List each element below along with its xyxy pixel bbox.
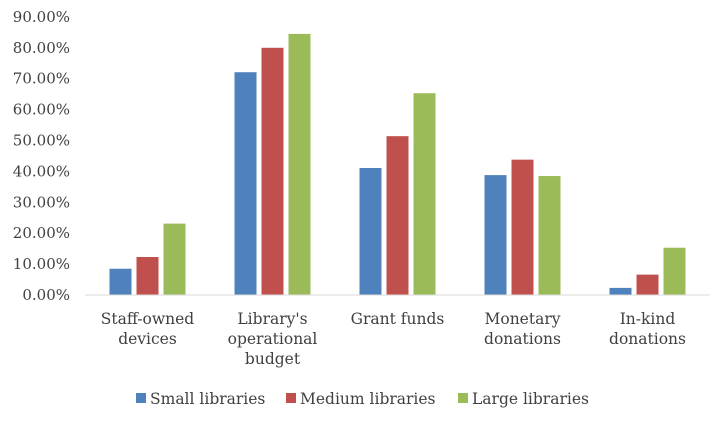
bars xyxy=(109,33,686,296)
bar-medium-libraries xyxy=(261,47,284,295)
bar-small-libraries xyxy=(484,175,507,295)
y-tick-label: 80.00% xyxy=(13,39,70,57)
bar-large-libraries xyxy=(538,176,561,295)
y-tick-label: 30.00% xyxy=(13,193,70,211)
bar-small-libraries xyxy=(609,287,632,295)
legend-swatch xyxy=(136,393,146,403)
y-tick-label: 50.00% xyxy=(13,132,70,150)
bar-small-libraries xyxy=(234,72,257,295)
bar-medium-libraries xyxy=(136,256,159,295)
bar-large-libraries xyxy=(288,33,311,296)
bar-small-libraries xyxy=(359,168,382,295)
legend-swatch xyxy=(286,393,296,403)
x-category-label: donations xyxy=(484,330,561,348)
bar-large-libraries xyxy=(163,223,186,295)
y-tick-label: 20.00% xyxy=(13,224,70,242)
x-category-label: Monetary xyxy=(485,310,561,328)
y-tick-label: 10.00% xyxy=(13,255,70,273)
y-tick-label: 90.00% xyxy=(13,8,70,26)
legend-swatch xyxy=(458,393,468,403)
bar-large-libraries xyxy=(663,247,686,295)
x-category-label: Staff-owned xyxy=(101,310,195,328)
x-category-label: Grant funds xyxy=(351,310,445,328)
bar-small-libraries xyxy=(109,268,132,295)
x-category-label: devices xyxy=(118,330,177,348)
y-tick-label: 0.00% xyxy=(22,286,70,304)
x-category-label: Library's xyxy=(237,310,307,328)
bar-medium-libraries xyxy=(511,159,534,295)
x-category-label: donations xyxy=(609,330,686,348)
bar-large-libraries xyxy=(413,93,436,296)
y-tick-label: 60.00% xyxy=(13,101,70,119)
y-tick-label: 40.00% xyxy=(13,162,70,180)
bar-medium-libraries xyxy=(386,136,409,295)
x-category-label: In-kind xyxy=(620,310,676,328)
legend-label: Large libraries xyxy=(472,390,589,408)
legend-label: Small libraries xyxy=(150,390,265,408)
x-axis-labels: Staff-owned devices Library's operational bu… xyxy=(101,310,686,368)
x-category-label: operational xyxy=(228,330,318,348)
bar-medium-libraries xyxy=(636,274,659,295)
legend: Small libraries Medium libraries Large lib… xyxy=(136,390,589,408)
y-tick-label: 70.00% xyxy=(13,70,70,88)
y-axis-labels: 0.00% 10.00% 20.00% 30.00% 40.00% 50.00% 60.00… xyxy=(13,8,70,304)
x-category-label: budget xyxy=(245,350,301,368)
legend-label: Medium libraries xyxy=(300,390,436,408)
